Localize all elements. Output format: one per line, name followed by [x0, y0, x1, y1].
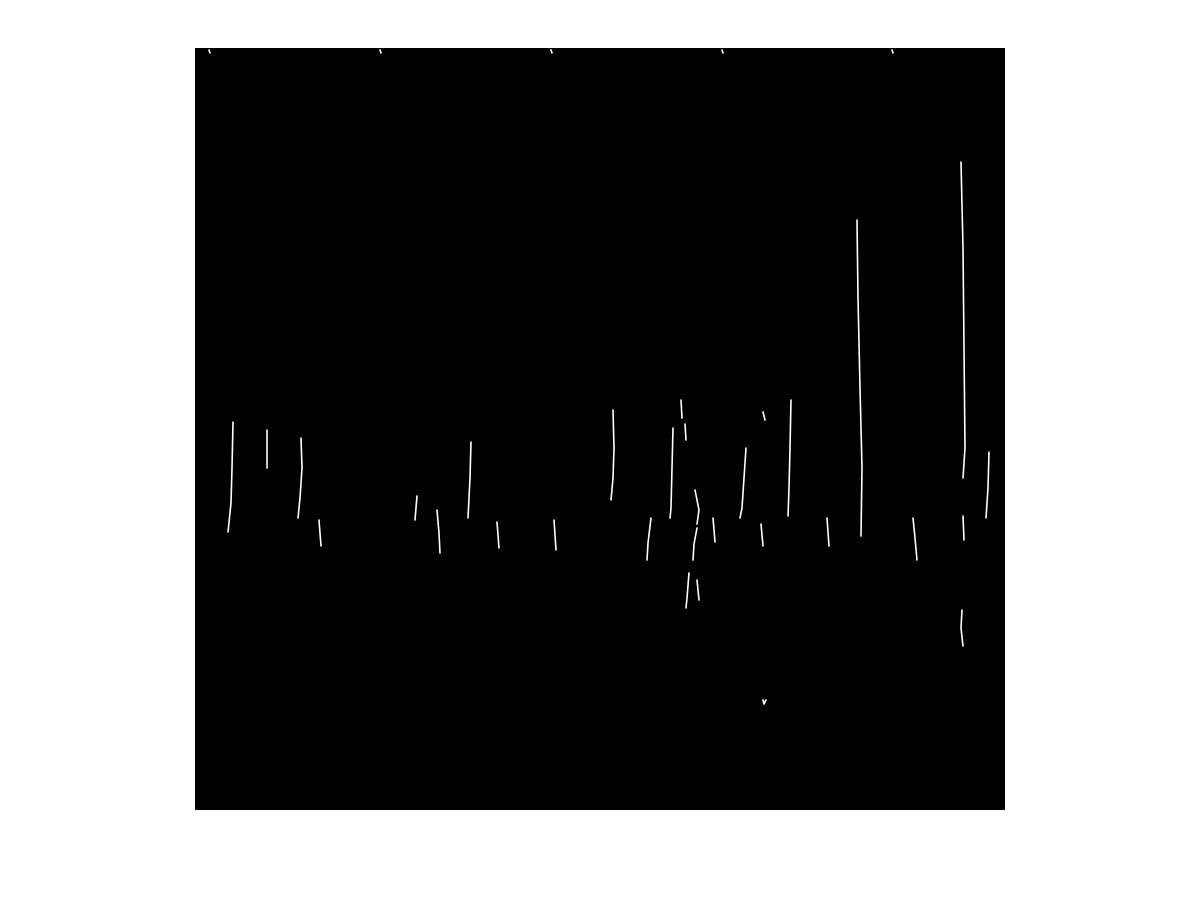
edge-line	[692, 527, 698, 561]
edge-line	[912, 517, 918, 561]
edge-line	[685, 572, 690, 609]
edge-line	[553, 519, 557, 551]
edge-strokes	[208, 49, 990, 705]
edge-line	[762, 411, 766, 421]
edge-line	[960, 609, 964, 647]
edge-line	[760, 523, 764, 547]
edge-line	[739, 447, 747, 519]
edge-line	[856, 219, 863, 537]
edge-speck	[379, 49, 382, 54]
edge-detection-image	[195, 48, 1005, 810]
edge-line	[694, 489, 700, 525]
edge-line	[646, 517, 652, 561]
edge-line	[684, 423, 687, 441]
edge-line	[680, 399, 683, 419]
edge-line	[669, 427, 674, 519]
edge-line	[696, 579, 700, 601]
edge-line	[414, 495, 418, 521]
image-background	[195, 48, 1005, 810]
edge-line	[826, 517, 830, 547]
edge-line	[985, 451, 990, 519]
edge-line	[962, 515, 965, 541]
edge-speck	[208, 49, 211, 54]
edge-line	[436, 509, 441, 554]
edge-line	[318, 519, 322, 547]
edge-speck	[550, 49, 553, 54]
edge-line	[496, 521, 500, 549]
edge-line	[297, 437, 303, 519]
edge-speck	[721, 49, 724, 54]
edge-line	[787, 399, 792, 517]
edge-line	[610, 409, 615, 501]
edge-speck	[891, 49, 894, 54]
edge-line	[467, 441, 472, 519]
edge-line	[227, 421, 234, 533]
edge-line	[960, 161, 966, 479]
edge-speck	[762, 699, 767, 705]
edge-line	[712, 517, 716, 543]
